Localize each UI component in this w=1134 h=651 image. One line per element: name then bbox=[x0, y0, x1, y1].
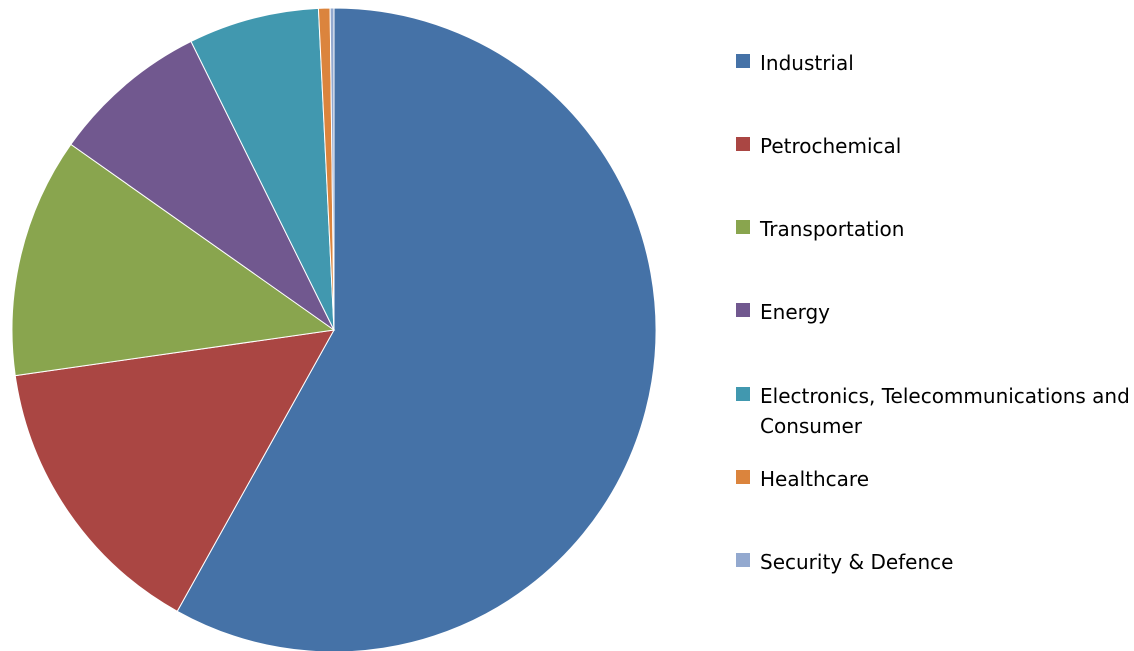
legend-label: Energy bbox=[760, 300, 831, 324]
legend-item-petrochemical: Petrochemical bbox=[736, 131, 1130, 161]
pie-slice-energy bbox=[70, 40, 335, 331]
pie-slice-transportation bbox=[11, 143, 336, 377]
legend-swatch bbox=[736, 387, 750, 401]
pie-chart bbox=[11, 7, 657, 651]
legend-item-energy: Energy bbox=[736, 297, 1130, 327]
legend-item-transportation: Transportation bbox=[736, 214, 1130, 244]
legend-label: Industrial bbox=[760, 51, 854, 75]
legend-swatch bbox=[736, 54, 750, 68]
legend-item-security-and-defence: Security & Defence bbox=[736, 547, 1130, 577]
legend-swatch bbox=[736, 553, 750, 567]
legend-swatch bbox=[736, 303, 750, 317]
pie-slice-industrial bbox=[176, 7, 657, 651]
legend-item-industrial: Industrial bbox=[736, 48, 1130, 78]
legend-swatch bbox=[736, 137, 750, 151]
pie-slice-electronics-telecommunications-and-consumer bbox=[190, 7, 335, 331]
pie-slice-security-and-defence bbox=[329, 7, 335, 331]
legend-swatch bbox=[736, 220, 750, 234]
legend-label: Security & Defence bbox=[760, 550, 954, 574]
legend-item-electronics-telecommunications-and-consumer: Electronics, Telecommunications and Cons… bbox=[736, 381, 1130, 441]
legend-label: Petrochemical bbox=[760, 134, 902, 158]
legend-swatch bbox=[736, 470, 750, 484]
pie-slice-petrochemical bbox=[14, 329, 335, 612]
legend-label: Healthcare bbox=[760, 467, 870, 491]
legend-label: Transportation bbox=[760, 217, 905, 241]
legend-item-healthcare: Healthcare bbox=[736, 464, 1130, 494]
legend: Industrial Petrochemical Transportation Ene… bbox=[736, 0, 1134, 651]
legend-label: Electronics, Telecommunications and Cons… bbox=[760, 384, 1130, 438]
